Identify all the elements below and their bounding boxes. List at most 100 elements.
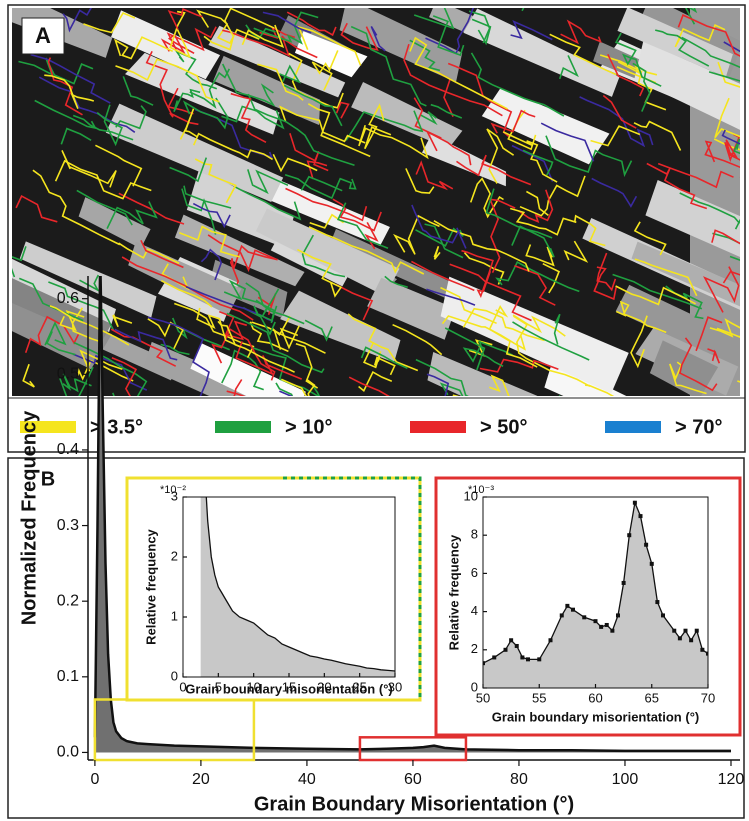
grain-boundary <box>677 14 740 57</box>
grain-boundary <box>47 57 83 116</box>
grain-boundary <box>525 244 555 267</box>
y-tick-label: 0.6 <box>57 290 79 307</box>
grain-boundary <box>462 307 545 342</box>
legend-swatch <box>20 421 76 433</box>
data-marker <box>565 603 570 608</box>
grain-boundary <box>169 10 191 59</box>
y-tick-label: 0 <box>171 668 178 683</box>
y-multiplier: *10⁻³ <box>468 484 494 496</box>
grain-boundary <box>704 140 740 169</box>
grain-boundary <box>358 370 393 392</box>
grain-boundary <box>392 323 443 356</box>
grain-boundary <box>306 160 328 180</box>
grain-patch <box>422 134 507 187</box>
grain-boundary <box>306 379 316 396</box>
grain-boundary <box>95 144 143 187</box>
grain-boundary <box>441 315 527 351</box>
grain-boundary <box>695 316 723 352</box>
grain-boundary <box>24 315 80 353</box>
plot-area <box>483 500 708 688</box>
grain-boundary <box>181 188 217 235</box>
grain-boundary <box>486 128 515 184</box>
grain-boundary <box>174 49 218 90</box>
grain-boundary <box>602 94 637 129</box>
grain-boundary <box>194 158 237 204</box>
grain-boundary <box>413 8 455 30</box>
grain-boundary <box>283 84 343 127</box>
y-tick-label: 2 <box>471 641 478 656</box>
data-marker <box>559 613 564 618</box>
data-marker <box>571 607 575 612</box>
grain-boundary <box>160 279 213 308</box>
grain-boundary <box>593 266 617 301</box>
grain-boundary <box>411 204 467 249</box>
data-marker <box>689 638 694 643</box>
grain-boundary <box>440 286 497 325</box>
grain-boundary <box>257 63 304 101</box>
grain-boundary <box>424 223 464 259</box>
area-fill <box>483 502 708 688</box>
grain-boundary <box>510 20 553 41</box>
y-tick-label: 6 <box>471 565 478 580</box>
legend-swatch <box>605 421 661 433</box>
grain-boundary <box>301 234 346 278</box>
grain-boundary <box>12 246 27 278</box>
grain-boundary <box>235 341 303 380</box>
grain-boundary <box>219 310 248 341</box>
grain-boundary <box>304 319 333 342</box>
data-marker <box>520 655 525 660</box>
grain-boundary <box>522 149 554 176</box>
plot-area <box>200 497 395 677</box>
grain-boundary <box>669 361 707 395</box>
grain-boundary <box>111 357 138 396</box>
grain-boundary <box>358 124 429 160</box>
data-marker <box>616 613 620 618</box>
legend-swatch <box>410 421 466 433</box>
grain-boundary <box>247 93 355 167</box>
grain-boundary <box>38 76 136 133</box>
grain-boundary <box>585 384 615 396</box>
x-tick-label: 25 <box>352 679 366 694</box>
grain-boundary <box>286 11 337 37</box>
grain-boundary <box>196 307 240 348</box>
data-marker <box>638 514 643 519</box>
grain-patch <box>645 179 740 257</box>
grain-boundary <box>182 97 229 130</box>
grain-boundary <box>122 76 154 106</box>
grain-boundary <box>300 175 343 192</box>
grain-boundary <box>32 169 121 246</box>
grain-boundary <box>674 24 726 48</box>
grain-boundary <box>110 328 177 367</box>
grain-boundary <box>463 252 505 285</box>
y-tick-label: 3 <box>171 488 178 503</box>
grain-boundary <box>432 15 465 57</box>
grain-boundary <box>511 225 555 258</box>
x-tick-label: 0 <box>90 771 99 788</box>
data-marker <box>694 628 699 633</box>
grain-boundary <box>118 242 180 265</box>
grain-boundary <box>192 132 274 161</box>
grain-boundary <box>703 266 740 313</box>
grain-patch <box>213 55 321 125</box>
grain-boundary <box>114 36 174 60</box>
grain-boundary <box>633 221 667 256</box>
x-tick-label: 20 <box>192 771 210 788</box>
grain-boundary <box>384 275 408 288</box>
grain-boundary <box>681 36 740 69</box>
data-marker <box>644 542 649 547</box>
grain-boundary <box>363 341 396 376</box>
data-marker <box>537 657 542 662</box>
x-tick-label: 10 <box>246 679 260 694</box>
legend-swatch <box>215 421 271 433</box>
grain-boundary <box>106 201 158 229</box>
grain-boundary <box>251 321 326 354</box>
grain-boundary <box>679 192 740 230</box>
grain-boundary <box>488 198 516 274</box>
panel-label: A <box>35 23 51 48</box>
grain-boundary <box>579 96 654 148</box>
data-marker <box>599 624 604 629</box>
x-tick-label: 70 <box>701 690 715 705</box>
grain-boundary <box>560 19 602 45</box>
data-line <box>205 497 395 672</box>
